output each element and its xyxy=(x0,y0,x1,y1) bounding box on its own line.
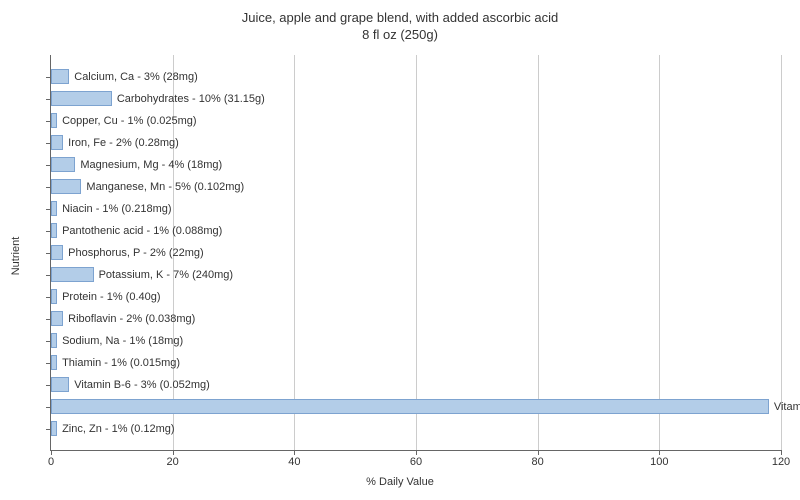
y-tick-mark xyxy=(46,77,51,78)
gridline xyxy=(294,55,295,450)
bar-row: Copper, Cu - 1% (0.025mg) xyxy=(51,110,197,132)
x-tick-mark xyxy=(294,450,295,455)
y-tick-mark xyxy=(46,121,51,122)
bar-row: Zinc, Zn - 1% (0.12mg) xyxy=(51,418,175,440)
bar xyxy=(51,333,57,348)
y-tick-mark xyxy=(46,297,51,298)
x-tick-label: 60 xyxy=(410,456,422,468)
bar xyxy=(51,113,57,128)
bar-label: Thiamin - 1% (0.015mg) xyxy=(62,357,180,369)
bar xyxy=(51,91,112,106)
y-tick-mark xyxy=(46,385,51,386)
y-axis-label: Nutrient xyxy=(10,237,22,276)
bar-row: Pantothenic acid - 1% (0.088mg) xyxy=(51,220,222,242)
gridline xyxy=(416,55,417,450)
x-tick-mark xyxy=(659,450,660,455)
bar-row: Riboflavin - 2% (0.038mg) xyxy=(51,308,195,330)
bar-label: Potassium, K - 7% (240mg) xyxy=(99,269,234,281)
gridline xyxy=(659,55,660,450)
bar-label: Phosphorus, P - 2% (22mg) xyxy=(68,247,204,259)
chart-title: Juice, apple and grape blend, with added… xyxy=(0,0,800,44)
bar-label: Calcium, Ca - 3% (28mg) xyxy=(74,71,197,83)
bar xyxy=(51,69,69,84)
bar xyxy=(51,179,81,194)
chart-container: Juice, apple and grape blend, with added… xyxy=(0,0,800,500)
y-tick-mark xyxy=(46,99,51,100)
bar xyxy=(51,135,63,150)
title-line-1: Juice, apple and grape blend, with added… xyxy=(0,10,800,27)
x-tick-mark xyxy=(51,450,52,455)
y-tick-mark xyxy=(46,341,51,342)
bar xyxy=(51,311,63,326)
bar-row: Thiamin - 1% (0.015mg) xyxy=(51,352,180,374)
y-tick-mark xyxy=(46,319,51,320)
bar-row: Iron, Fe - 2% (0.28mg) xyxy=(51,132,179,154)
x-tick-label: 0 xyxy=(48,456,54,468)
bar xyxy=(51,355,57,370)
y-tick-mark xyxy=(46,143,51,144)
x-tick-label: 20 xyxy=(167,456,179,468)
y-tick-mark xyxy=(46,165,51,166)
bar-label: Zinc, Zn - 1% (0.12mg) xyxy=(62,423,174,435)
title-line-2: 8 fl oz (250g) xyxy=(0,27,800,44)
x-tick-mark xyxy=(781,450,782,455)
x-axis-label: % Daily Value xyxy=(366,476,434,488)
bar-label: Pantothenic acid - 1% (0.088mg) xyxy=(62,225,222,237)
y-tick-mark xyxy=(46,231,51,232)
bar-row: Carbohydrates - 10% (31.15g) xyxy=(51,88,265,110)
bar xyxy=(51,399,769,414)
x-tick-label: 80 xyxy=(532,456,544,468)
x-tick-label: 120 xyxy=(772,456,790,468)
bar-label: Protein - 1% (0.40g) xyxy=(62,291,160,303)
gridline xyxy=(538,55,539,450)
x-tick-label: 40 xyxy=(288,456,300,468)
bar-label: Iron, Fe - 2% (0.28mg) xyxy=(68,137,179,149)
y-tick-mark xyxy=(46,187,51,188)
bar-label: Magnesium, Mg - 4% (18mg) xyxy=(80,159,222,171)
bar-label: Copper, Cu - 1% (0.025mg) xyxy=(62,115,197,127)
bar-row: Calcium, Ca - 3% (28mg) xyxy=(51,66,198,88)
y-tick-mark xyxy=(46,275,51,276)
y-tick-mark xyxy=(46,407,51,408)
x-tick-mark xyxy=(538,450,539,455)
bar xyxy=(51,289,57,304)
bar-row: Sodium, Na - 1% (18mg) xyxy=(51,330,183,352)
bar xyxy=(51,421,57,436)
bar xyxy=(51,201,57,216)
y-tick-mark xyxy=(46,363,51,364)
x-tick-label: 100 xyxy=(650,456,668,468)
bar-label: Carbohydrates - 10% (31.15g) xyxy=(117,93,265,105)
bar-label: Vitamin C, total ascorbic acid - 118% (7… xyxy=(774,401,800,413)
bar-label: Sodium, Na - 1% (18mg) xyxy=(62,335,183,347)
x-tick-mark xyxy=(416,450,417,455)
bar-label: Riboflavin - 2% (0.038mg) xyxy=(68,313,195,325)
bar xyxy=(51,223,57,238)
bar xyxy=(51,157,75,172)
bar-row: Protein - 1% (0.40g) xyxy=(51,286,161,308)
bar-label: Niacin - 1% (0.218mg) xyxy=(62,203,171,215)
bar xyxy=(51,377,69,392)
x-tick-mark xyxy=(173,450,174,455)
y-tick-mark xyxy=(46,253,51,254)
y-tick-mark xyxy=(46,429,51,430)
plot-area: 020406080100120Calcium, Ca - 3% (28mg)Ca… xyxy=(50,55,781,451)
bar-label: Manganese, Mn - 5% (0.102mg) xyxy=(86,181,244,193)
bar xyxy=(51,245,63,260)
bar-row: Vitamin C, total ascorbic acid - 118% (7… xyxy=(51,396,800,418)
bar-label: Vitamin B-6 - 3% (0.052mg) xyxy=(74,379,210,391)
bar-row: Vitamin B-6 - 3% (0.052mg) xyxy=(51,374,210,396)
y-tick-mark xyxy=(46,209,51,210)
bar-row: Potassium, K - 7% (240mg) xyxy=(51,264,233,286)
bar xyxy=(51,267,94,282)
bar-row: Manganese, Mn - 5% (0.102mg) xyxy=(51,176,244,198)
bar-row: Niacin - 1% (0.218mg) xyxy=(51,198,172,220)
gridline xyxy=(781,55,782,450)
bar-row: Phosphorus, P - 2% (22mg) xyxy=(51,242,204,264)
bar-row: Magnesium, Mg - 4% (18mg) xyxy=(51,154,222,176)
